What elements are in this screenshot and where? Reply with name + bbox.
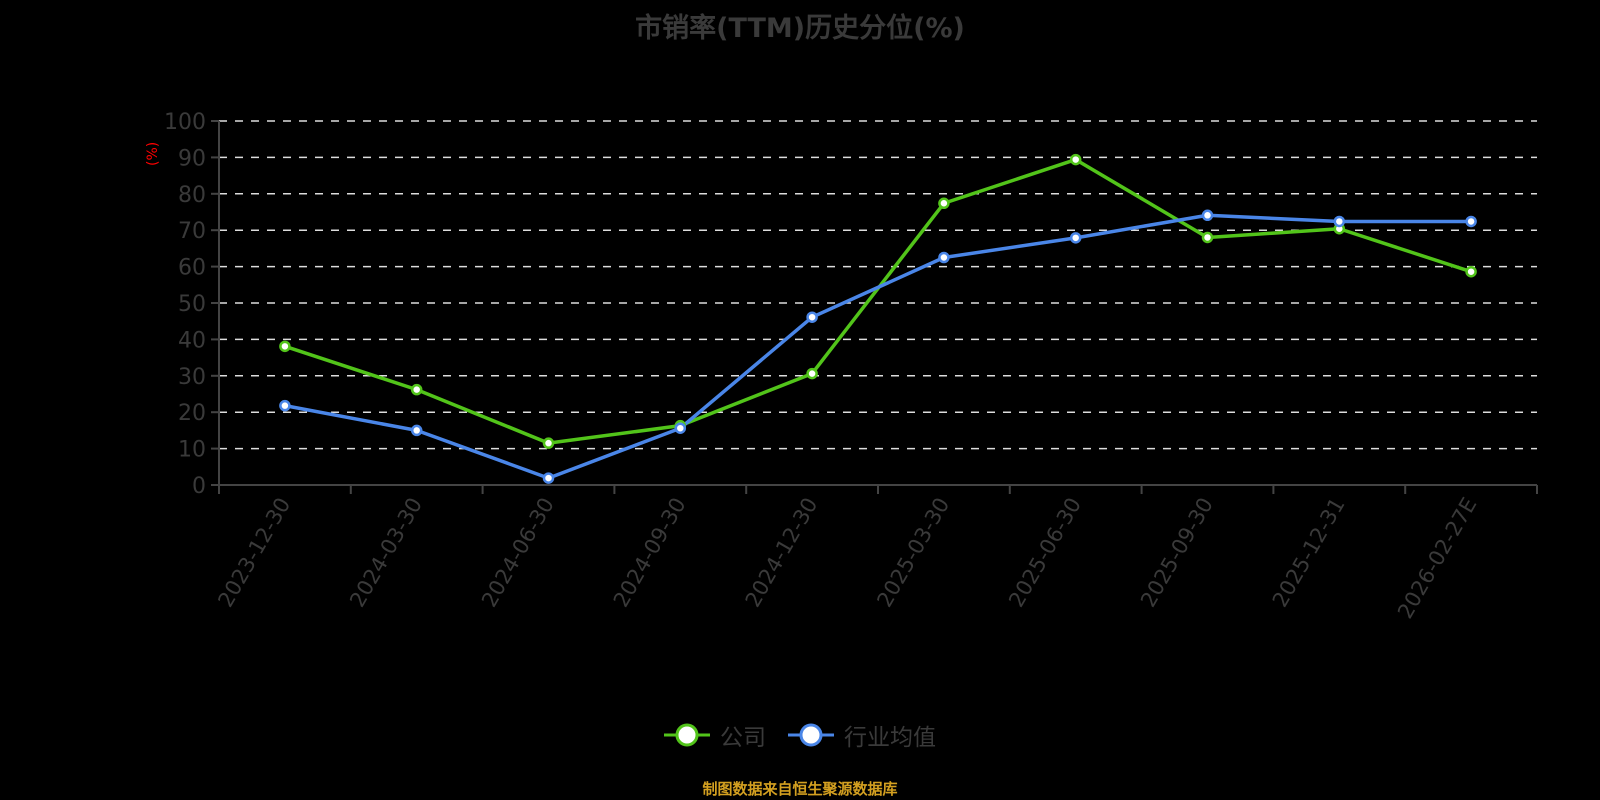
data-point[interactable] bbox=[1069, 153, 1082, 166]
data-point[interactable] bbox=[1465, 265, 1477, 278]
y-tick-label: 50 bbox=[178, 292, 206, 317]
x-tick-label: 2026-02-27E bbox=[1393, 494, 1481, 623]
data-point[interactable] bbox=[1465, 215, 1477, 228]
data-point[interactable] bbox=[410, 383, 423, 396]
data-point[interactable] bbox=[806, 311, 818, 323]
company-line bbox=[284, 157, 1472, 445]
data-point[interactable] bbox=[938, 251, 950, 264]
chart-title: 市销率(TTM)历史分位(%) bbox=[635, 13, 965, 44]
y-tick-label: 100 bbox=[164, 110, 206, 135]
y-tick-label: 40 bbox=[178, 328, 206, 353]
company-series-marker-icon bbox=[664, 723, 710, 747]
industry-series-marker-icon bbox=[788, 723, 834, 747]
data-point[interactable] bbox=[806, 367, 818, 380]
legend-label-industry: 行业均值 bbox=[844, 725, 936, 751]
data-point[interactable] bbox=[542, 437, 555, 449]
data-point[interactable] bbox=[1333, 215, 1346, 228]
data-point[interactable] bbox=[279, 399, 291, 412]
data-point[interactable] bbox=[1201, 231, 1214, 244]
y-tick-label: 20 bbox=[178, 401, 206, 426]
data-point[interactable] bbox=[279, 340, 291, 353]
data-source-footer: 制图数据来自恒生聚源数据库 bbox=[702, 780, 898, 798]
industry-line bbox=[284, 213, 1472, 480]
x-tick-label: 2024-06-30 bbox=[477, 494, 559, 612]
x-tick-label: 2025-09-30 bbox=[1136, 494, 1218, 612]
data-point[interactable] bbox=[674, 422, 687, 434]
y-tick-label: 70 bbox=[178, 219, 206, 244]
x-tick-label: 2024-03-30 bbox=[345, 494, 427, 612]
legend-item-industry[interactable]: 行业均值 bbox=[788, 718, 936, 752]
legend: 公司 行业均值 bbox=[0, 718, 1600, 752]
y-tick-label: 80 bbox=[178, 183, 206, 208]
data-point[interactable] bbox=[1201, 209, 1214, 222]
x-tick-label: 2025-03-30 bbox=[872, 494, 954, 612]
x-tick-label: 2023-12-30 bbox=[213, 494, 295, 612]
x-tick-label: 2024-12-30 bbox=[741, 494, 823, 612]
x-tick-label: 2025-06-30 bbox=[1004, 494, 1086, 612]
x-tick-label: 2024-09-30 bbox=[609, 494, 691, 612]
data-point[interactable] bbox=[410, 424, 423, 437]
data-point[interactable] bbox=[938, 197, 950, 210]
data-point[interactable] bbox=[542, 472, 555, 484]
y-tick-label: 30 bbox=[178, 365, 206, 390]
x-tick-label: 2025-12-31 bbox=[1268, 494, 1350, 612]
y-tick-label: 10 bbox=[178, 438, 206, 463]
y-tick-label: 60 bbox=[178, 256, 206, 281]
data-point[interactable] bbox=[1069, 232, 1082, 244]
line-chart: 0 10 20 30 40 50 60 70 80 90 100 2023-12-30 2024-03-… bbox=[164, 110, 1538, 623]
legend-label-company: 公司 bbox=[720, 725, 766, 751]
y-tick-label: 0 bbox=[192, 474, 206, 499]
legend-item-company[interactable]: 公司 bbox=[664, 718, 766, 752]
y-tick-label: 90 bbox=[178, 146, 206, 171]
